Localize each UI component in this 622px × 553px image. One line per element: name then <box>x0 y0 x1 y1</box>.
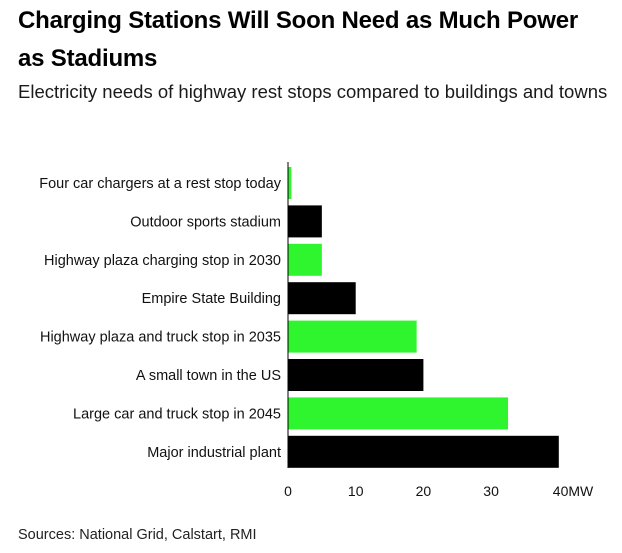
category-label: Four car chargers at a rest stop today <box>39 176 282 192</box>
bar <box>288 435 559 468</box>
category-label: Empire State Building <box>142 291 281 307</box>
chart-subtitle: Electricity needs of highway rest stops … <box>18 81 608 102</box>
category-label: A small town in the US <box>136 368 281 384</box>
bar <box>288 359 424 391</box>
bar <box>288 167 292 199</box>
bar <box>288 320 417 353</box>
bar <box>288 282 356 315</box>
bar <box>288 205 322 238</box>
category-label: Outdoor sports stadium <box>130 214 281 230</box>
category-label: Highway plaza charging stop in 2030 <box>44 253 281 269</box>
source-note: Sources: National Grid, Calstart, RMI <box>18 527 257 543</box>
x-tick-label: 20 <box>416 483 432 499</box>
x-tick-labels: 0 10 20 30 40MW <box>284 483 594 499</box>
x-tick-label: 10 <box>348 483 364 499</box>
x-tick-label: 40MW <box>553 483 594 499</box>
category-labels: Four car chargers at a rest stop today Ou… <box>39 176 282 461</box>
x-tick-label: 0 <box>284 483 292 499</box>
bar <box>288 397 509 430</box>
category-label: Large car and truck stop in 2045 <box>73 406 281 422</box>
chart-title: Charging Stations Will Soon Need as Much… <box>18 7 578 72</box>
category-label: Highway plaza and truck stop in 2035 <box>40 330 281 346</box>
bar <box>288 243 322 276</box>
bar-group <box>288 167 559 468</box>
x-tick-label: 30 <box>483 483 499 499</box>
category-label: Major industrial plant <box>147 445 281 461</box>
